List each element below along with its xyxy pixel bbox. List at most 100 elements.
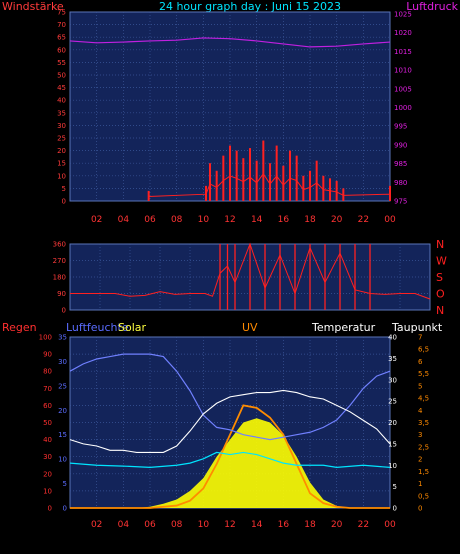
temperature-tick: 30 [388, 376, 397, 384]
pressure-tick: 985 [394, 160, 407, 168]
uv-tick: 1,5 [418, 468, 429, 476]
uv-tick: 5 [418, 382, 422, 390]
wind-tick: 30 [57, 122, 66, 130]
time-tick: 14 [251, 215, 263, 225]
time-tick: 16 [278, 520, 290, 530]
uv-tick: 0 [418, 505, 422, 513]
wind-tick: 70 [57, 21, 66, 29]
humidity-tick: 5 [63, 480, 67, 488]
pressure-tick: 980 [394, 179, 407, 187]
humidity-tick: 35 [58, 334, 67, 342]
wind-tick: 45 [57, 84, 66, 92]
time-tick: 06 [144, 215, 156, 225]
wind-tick: 15 [57, 160, 66, 168]
temperature-tick: 5 [393, 483, 397, 491]
wind-tick: 65 [57, 34, 66, 42]
pressure-tick: 1000 [394, 104, 412, 112]
wind-tick: 25 [57, 135, 66, 143]
uv-line [70, 404, 390, 509]
wind-tick: 40 [57, 97, 66, 105]
time-tick: 10 [198, 520, 210, 530]
wind-tick: 60 [57, 46, 66, 54]
dir-tick: 270 [53, 257, 66, 265]
dir-tick: 0 [62, 307, 66, 315]
time-tick: 06 [144, 520, 156, 530]
humidity-tick: 0 [63, 505, 67, 513]
uv-tick: 6 [418, 358, 423, 366]
wind-tick: 50 [57, 72, 66, 80]
dir-tick: 180 [53, 274, 66, 282]
wind-tick: 35 [57, 109, 66, 117]
pressure-tick: 975 [394, 198, 407, 206]
time-tick: 16 [278, 215, 290, 225]
wind-tick: 55 [57, 59, 66, 67]
time-tick: 20 [331, 215, 343, 225]
temperature-tick: 15 [388, 440, 397, 448]
rain-tick: 70 [43, 385, 52, 393]
direction-tick: S [436, 271, 443, 284]
time-tick: 04 [118, 215, 130, 225]
pressure-tick: 1015 [394, 48, 412, 56]
wind-line [148, 172, 391, 197]
humidity-tick: 30 [58, 358, 67, 366]
time-tick: 00 [384, 520, 396, 530]
uv-tick: 3,5 [418, 419, 429, 427]
pressure-tick: 1025 [394, 11, 412, 19]
time-tick: 04 [118, 520, 130, 530]
rain-axis-label: Regen [2, 321, 37, 334]
humidity-tick: 25 [58, 382, 67, 390]
time-tick: 22 [358, 520, 369, 530]
pressure-line [69, 37, 391, 48]
dewpoint-line [69, 451, 391, 468]
uv-tick: 2,5 [418, 443, 429, 451]
humidity-tick: 15 [58, 431, 67, 439]
humidity-tick: 20 [58, 407, 67, 415]
time-tick: 00 [384, 215, 396, 225]
humidity-line [69, 353, 391, 441]
wind-axis-label: Windstärke [2, 0, 64, 13]
temperature-tick: 20 [388, 419, 397, 427]
pressure-tick: 995 [394, 123, 407, 131]
time-tick: 08 [171, 520, 183, 530]
rain-tick: 100 [39, 334, 52, 342]
rain-tick: 40 [43, 436, 52, 444]
time-tick: 08 [171, 215, 183, 225]
uv-tick: 6,5 [418, 346, 429, 354]
time-tick: 18 [304, 215, 316, 225]
temperature-tick: 25 [388, 398, 397, 406]
rain-tick: 60 [43, 402, 52, 410]
rain-tick: 90 [43, 351, 52, 359]
uv-tick: 1 [418, 480, 422, 488]
time-tick: 02 [91, 520, 102, 530]
direction-tick: O [436, 288, 445, 301]
direction-tick: N [436, 304, 444, 317]
rain-tick: 0 [48, 505, 52, 513]
time-tick: 20 [331, 520, 343, 530]
wind-tick: 5 [62, 185, 66, 193]
time-tick: 10 [198, 215, 210, 225]
direction-tick: N [436, 238, 444, 251]
time-tick: 14 [251, 520, 263, 530]
uv-tick: 4 [418, 407, 423, 415]
rain-tick: 30 [43, 453, 52, 461]
solar-label: Solar [118, 321, 147, 334]
time-tick: 22 [358, 215, 369, 225]
rain-tick: 80 [43, 368, 52, 376]
temperature-line [69, 389, 391, 453]
pressure-tick: 1020 [394, 29, 412, 37]
temperature-tick: 40 [388, 334, 397, 342]
temperature-tick: 0 [393, 505, 397, 513]
time-tick: 18 [304, 520, 316, 530]
time-tick: 12 [224, 215, 235, 225]
time-tick: 02 [91, 215, 102, 225]
uv-tick: 2 [418, 456, 422, 464]
pressure-axis-label: Luftdruck [406, 0, 458, 13]
direction-line [70, 242, 431, 300]
uv-tick: 0,5 [418, 492, 429, 500]
pressure-tick: 1010 [394, 67, 412, 75]
uv-tick: 4,5 [418, 395, 429, 403]
uv-tick: 7 [418, 334, 422, 342]
wind-tick: 20 [57, 147, 66, 155]
direction-tick: W [436, 255, 447, 268]
